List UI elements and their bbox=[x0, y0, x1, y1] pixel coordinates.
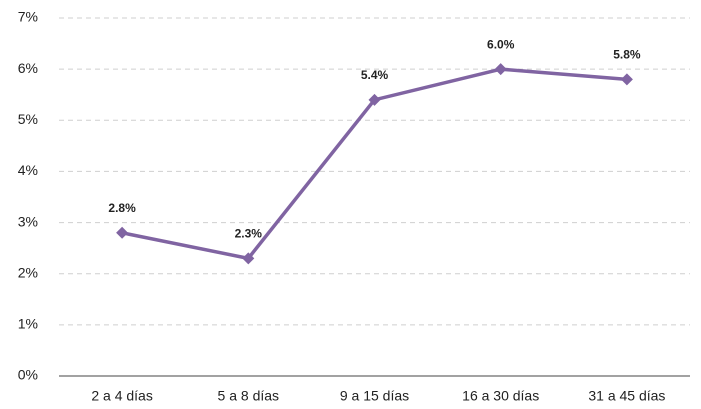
data-label: 6.0% bbox=[487, 37, 515, 51]
y-tick-label: 5% bbox=[18, 111, 38, 127]
y-tick-label: 2% bbox=[18, 264, 38, 280]
marker bbox=[242, 252, 255, 265]
y-tick-label: 4% bbox=[18, 162, 38, 178]
marker bbox=[494, 63, 507, 76]
marker bbox=[620, 73, 633, 86]
y-tick-label: 3% bbox=[18, 213, 38, 229]
data-label: 5.4% bbox=[361, 68, 389, 82]
x-tick-label: 31 a 45 días bbox=[588, 388, 665, 404]
data-label: 2.8% bbox=[108, 201, 136, 215]
x-tick-label: 5 a 8 días bbox=[218, 388, 280, 404]
marker bbox=[116, 226, 129, 239]
x-tick-label: 9 a 15 días bbox=[340, 388, 409, 404]
x-tick-label: 2 a 4 días bbox=[91, 388, 153, 404]
y-tick-label: 7% bbox=[18, 9, 38, 25]
y-tick-label: 0% bbox=[18, 367, 38, 383]
y-tick-label: 6% bbox=[18, 60, 38, 76]
marker bbox=[368, 93, 381, 106]
y-tick-label: 1% bbox=[18, 316, 38, 332]
data-label: 5.8% bbox=[613, 48, 641, 62]
x-tick-label: 16 a 30 días bbox=[462, 388, 539, 404]
data-label: 2.3% bbox=[235, 227, 263, 241]
